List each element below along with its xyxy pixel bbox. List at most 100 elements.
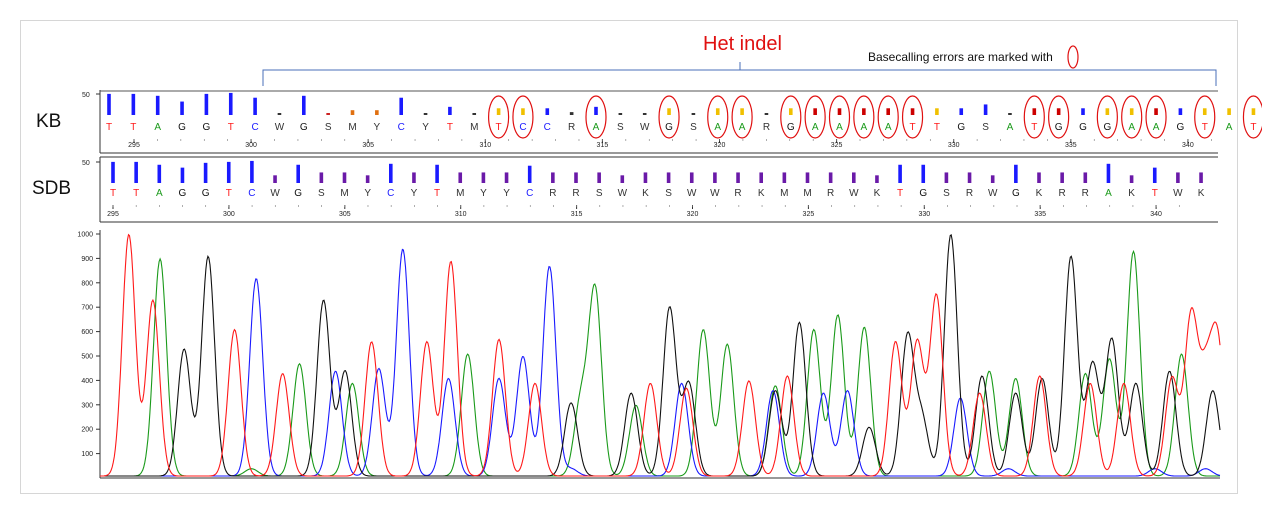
sdb-quality-bar bbox=[713, 172, 717, 183]
kb-base-call: T bbox=[1202, 122, 1208, 133]
sdb-base-call: T bbox=[226, 188, 232, 199]
kb-quality-bar bbox=[862, 108, 866, 115]
kb-position-label: 330 bbox=[948, 142, 960, 149]
y-tick-label: 600 bbox=[81, 329, 93, 336]
row-label-kb: KB bbox=[36, 111, 61, 132]
kb-base-call: Y bbox=[422, 122, 429, 133]
sdb-base-call: M bbox=[456, 188, 464, 199]
kb-base-call: A bbox=[861, 122, 868, 133]
sdb-base-call: K bbox=[1128, 188, 1135, 199]
basecalling-error-marker bbox=[1096, 95, 1118, 139]
y-tick-label: 700 bbox=[81, 305, 93, 312]
sdb-quality-bar bbox=[921, 164, 926, 183]
sdb-quality-bar bbox=[666, 172, 671, 183]
sdb-quality-bar bbox=[944, 172, 949, 183]
kb-quality-bar bbox=[1105, 108, 1110, 115]
kb-base-call: S bbox=[982, 122, 989, 133]
kb-quality-bar bbox=[423, 113, 428, 115]
kb-quality-bar bbox=[496, 108, 501, 115]
kb-quality-bar bbox=[1056, 108, 1061, 115]
kb-base-call: G bbox=[1079, 122, 1087, 133]
sdb-quality-bar bbox=[643, 172, 648, 183]
kb-quality-bar bbox=[715, 108, 720, 115]
kb-base-call: S bbox=[690, 122, 697, 133]
kb-position-ticks: 295 300 305 310 315 320 325 330 335 340 bbox=[128, 139, 1212, 149]
basecalling-error-marker bbox=[1023, 95, 1045, 139]
basecalling-error-marker bbox=[877, 95, 899, 139]
kb-quality-bar bbox=[910, 108, 915, 115]
sdb-base-call: K bbox=[642, 188, 649, 199]
sdb-quality-bar bbox=[551, 172, 555, 183]
sdb-base-call: M bbox=[780, 188, 788, 199]
sdb-base-call: T bbox=[1152, 188, 1158, 199]
sdb-quality-bar bbox=[203, 162, 208, 183]
sdb-position-label: 320 bbox=[687, 211, 699, 218]
sdb-base-call: W bbox=[1173, 188, 1183, 199]
sdb-base-call: K bbox=[1036, 188, 1043, 199]
kb-base-call: G bbox=[1055, 122, 1063, 133]
sdb-qv-max-label: 50 bbox=[82, 160, 90, 167]
sdb-position-label: 330 bbox=[918, 211, 930, 218]
sdb-base-call: S bbox=[318, 188, 325, 199]
sdb-base-call: Y bbox=[503, 188, 510, 199]
sdb-position-ticks: 295 300 305 310 315 320 325 330 335 340 bbox=[107, 205, 1180, 218]
kb-qv-max-label: 50 bbox=[82, 92, 90, 99]
kb-quality-bar bbox=[399, 97, 403, 115]
kb-quality-bar bbox=[691, 113, 696, 115]
sdb-base-call: G bbox=[202, 188, 210, 199]
sdb-base-call: W bbox=[687, 188, 697, 199]
kb-base-call: C bbox=[251, 122, 258, 133]
kb-quality-bar bbox=[204, 93, 209, 115]
basecalling-error-marker bbox=[488, 95, 510, 139]
kb-quality-bar bbox=[545, 108, 550, 115]
sdb-position-label: 300 bbox=[223, 211, 235, 218]
y-tick-label: 400 bbox=[81, 378, 93, 385]
sdb-base-call: S bbox=[943, 188, 950, 199]
basecalling-error-marker bbox=[658, 95, 680, 139]
sdb-base-call: R bbox=[572, 188, 579, 199]
sdb-base-call: T bbox=[434, 188, 440, 199]
kb-quality-bar bbox=[642, 113, 647, 115]
kb-quality-bar bbox=[350, 110, 355, 115]
kb-position-label: 325 bbox=[831, 142, 843, 149]
sdb-quality-bar bbox=[620, 175, 625, 183]
kb-base-call: A bbox=[593, 122, 600, 133]
sdb-quality-bar bbox=[342, 172, 347, 183]
kb-quality-bar bbox=[1154, 108, 1158, 115]
kb-quality-bar bbox=[1032, 108, 1037, 115]
kb-position-label: 335 bbox=[1065, 142, 1077, 149]
kb-base-call: A bbox=[714, 122, 721, 133]
sdb-base-call: M bbox=[340, 188, 348, 199]
basecalling-error-marker bbox=[1242, 95, 1262, 139]
sdb-quality-bar bbox=[226, 161, 231, 183]
sdb-quality-bar bbox=[273, 175, 277, 183]
kb-quality-bar bbox=[375, 110, 379, 115]
kb-quality-bar bbox=[1081, 108, 1085, 115]
basecalling-error-marker bbox=[512, 95, 534, 139]
kb-base-call: A bbox=[1153, 122, 1160, 133]
kb-base-call: T bbox=[130, 122, 136, 133]
sdb-quality-bar bbox=[1037, 172, 1041, 183]
sdb-base-call: W bbox=[270, 188, 280, 199]
sdb-quality-bar bbox=[1083, 172, 1088, 183]
sdb-base-call: S bbox=[665, 188, 672, 199]
kb-quality-bars bbox=[107, 92, 1256, 115]
row-label-sdb: SDB bbox=[32, 178, 71, 199]
sdb-base-call: R bbox=[734, 188, 741, 199]
kb-position-label: 320 bbox=[714, 142, 726, 149]
sdb-quality-bar bbox=[458, 172, 463, 183]
basecalling-error-marker bbox=[1048, 95, 1070, 139]
sdb-base-call: T bbox=[133, 188, 139, 199]
sdb-base-call: W bbox=[710, 188, 720, 199]
sdb-position-label: 310 bbox=[455, 211, 467, 218]
kb-quality-bar bbox=[667, 108, 671, 115]
kb-quality-bar bbox=[935, 108, 939, 115]
sdb-quality-bar bbox=[111, 161, 115, 183]
sdb-quality-bar bbox=[1176, 172, 1180, 183]
kb-position-label: 310 bbox=[479, 142, 491, 149]
y-tick-label: 300 bbox=[81, 402, 93, 409]
basecalling-error-marker bbox=[1145, 95, 1167, 139]
kb-quality-bar bbox=[107, 93, 111, 115]
sdb-quality-bar bbox=[875, 175, 879, 183]
sdb-position-label: 335 bbox=[1034, 211, 1046, 218]
